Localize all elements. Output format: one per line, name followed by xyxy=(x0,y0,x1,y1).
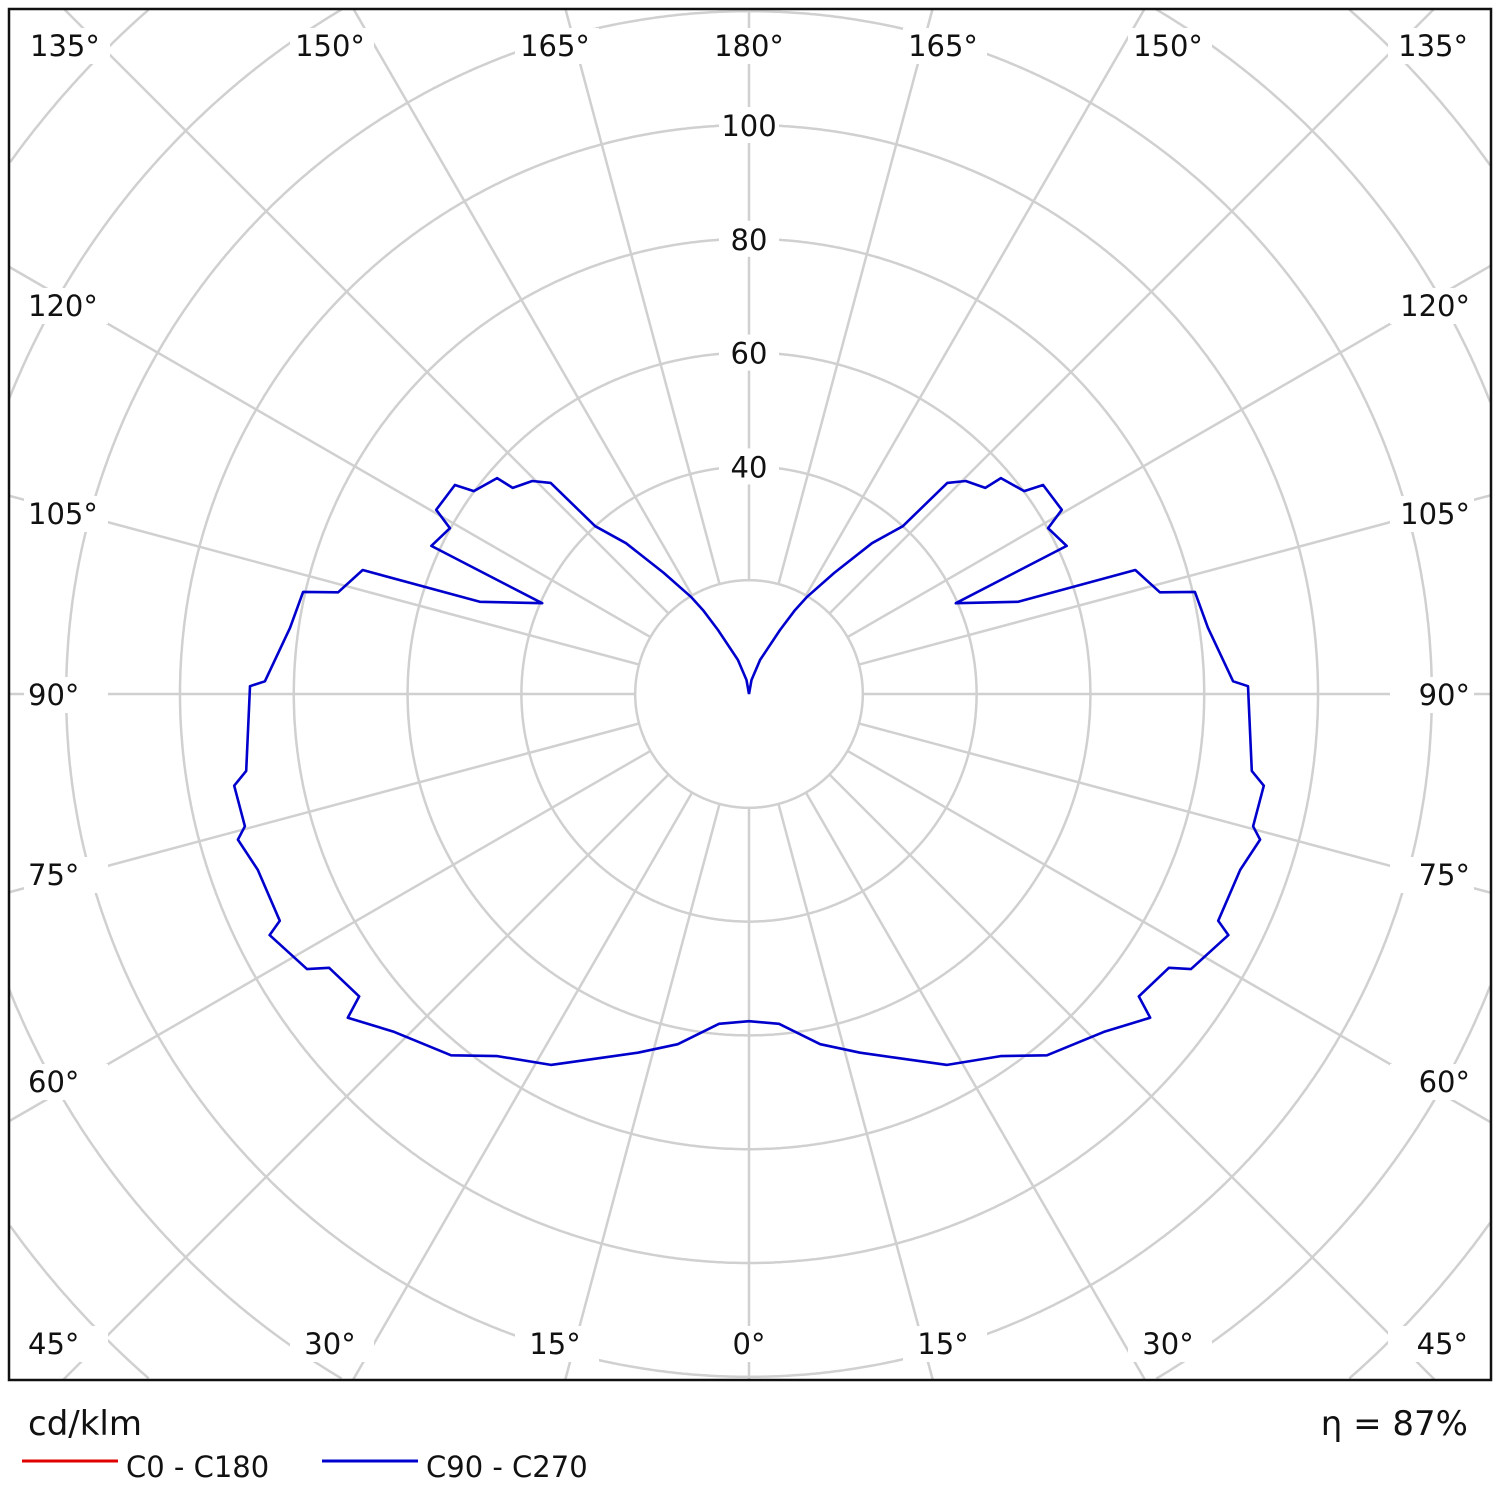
angle-label: 150° xyxy=(1133,29,1203,63)
angle-label-bg xyxy=(903,28,987,64)
angle-label: 30° xyxy=(1142,1327,1193,1361)
angle-label: 30° xyxy=(304,1327,355,1361)
grid-spoke-300 xyxy=(9,749,652,1123)
angle-label-bg xyxy=(1388,1326,1472,1362)
radial-tick-label: 80 xyxy=(731,223,768,257)
grid-spoke-315 xyxy=(62,773,670,1380)
grid-ring-160 xyxy=(9,9,1491,1380)
legend-label-c90-c270: C90 - C270 xyxy=(426,1450,588,1484)
grid-spoke-150 xyxy=(804,9,1146,597)
grid-spoke-345 xyxy=(563,803,721,1380)
angle-label-bg xyxy=(1390,677,1474,713)
angle-label: 135° xyxy=(1398,29,1468,63)
angle-label-bg xyxy=(1390,288,1474,324)
tick-label-bg xyxy=(719,334,779,371)
efficiency-label: η = 87% xyxy=(1321,1404,1468,1444)
grid-spoke-225 xyxy=(63,9,670,615)
grid-spoke-30 xyxy=(804,791,1147,1380)
tick-label-bg xyxy=(719,220,779,257)
angle-label: 105° xyxy=(28,497,98,531)
grid-spoke-165 xyxy=(777,9,934,585)
angle-label: 150° xyxy=(295,29,365,63)
grid-ring-140 xyxy=(9,9,1491,1380)
angle-label-bg xyxy=(709,28,793,64)
angle-label-bg xyxy=(515,28,599,64)
angle-label: 180° xyxy=(714,29,784,63)
angle-label: 60° xyxy=(28,1065,79,1099)
angle-label: 75° xyxy=(28,858,79,892)
angle-label-bg xyxy=(24,1064,108,1100)
angle-label: 90° xyxy=(1419,678,1470,712)
angle-label-bg xyxy=(1388,28,1472,64)
radial-tick-label: 100 xyxy=(721,109,776,143)
angle-label-bg xyxy=(1390,857,1474,893)
angle-label-bg xyxy=(24,288,108,324)
angle-label: 120° xyxy=(28,289,98,323)
radial-tick-label: 60 xyxy=(731,337,768,371)
angle-label: 0° xyxy=(733,1327,766,1361)
angle-label-bg xyxy=(709,1326,793,1362)
grid-spoke-105 xyxy=(858,493,1491,666)
grid-spoke-15 xyxy=(777,803,935,1380)
angle-label: 165° xyxy=(520,29,590,63)
angle-label: 120° xyxy=(1400,289,1470,323)
grid-spoke-75 xyxy=(858,722,1491,895)
tick-label-bg xyxy=(719,107,779,143)
polar-grid xyxy=(9,9,1491,1380)
grid-spoke-330 xyxy=(351,791,694,1380)
angle-label-bg xyxy=(290,1326,374,1362)
unit-label: cd/klm xyxy=(28,1404,142,1444)
angle-label-bg xyxy=(24,1326,108,1362)
grid-spoke-240 xyxy=(9,265,652,639)
plot-frame xyxy=(7,7,1493,1382)
angle-label-bg xyxy=(515,1326,599,1362)
angle-label: 135° xyxy=(30,29,100,63)
angle-label: 15° xyxy=(917,1327,968,1361)
angle-label-bg xyxy=(1390,1064,1474,1100)
grid-spoke-195 xyxy=(564,9,721,585)
angle-label-bg xyxy=(290,28,374,64)
curves xyxy=(232,476,1266,1067)
angle-label: 45° xyxy=(28,1327,79,1361)
angle-label-bg xyxy=(24,677,108,713)
angle-label: 90° xyxy=(28,678,79,712)
radial-tick-labels: 40 60 80 100 xyxy=(719,107,779,485)
angle-label: 60° xyxy=(1419,1065,1470,1099)
angle-label: 45° xyxy=(1417,1327,1468,1361)
legend-label-c0-c180: C0 - C180 xyxy=(126,1450,269,1484)
angle-labels: 135° 150° 165° 180° 165° 150° 135° 120° 105° 90° 7… xyxy=(24,28,1474,1362)
angle-label: 165° xyxy=(908,29,978,63)
angle-label: 105° xyxy=(1400,497,1470,531)
grid-spoke-210 xyxy=(352,9,694,597)
grid-spoke-45 xyxy=(828,773,1436,1380)
angle-label-bg xyxy=(26,28,110,64)
angle-label: 15° xyxy=(529,1327,580,1361)
radial-tick-label: 40 xyxy=(731,450,768,484)
tick-label-bg xyxy=(719,448,779,485)
angle-label-bg xyxy=(1390,496,1474,532)
angle-label-bg xyxy=(1128,28,1212,64)
angle-label: 75° xyxy=(1419,858,1470,892)
grid-spoke-60 xyxy=(846,749,1491,1124)
grid-spoke-285 xyxy=(9,722,640,894)
grid-spoke-135 xyxy=(828,9,1435,615)
angle-label-bg xyxy=(24,496,108,532)
angle-label-bg xyxy=(1128,1326,1212,1362)
grid-spoke-120 xyxy=(846,264,1491,639)
grid-spoke-255 xyxy=(9,494,640,666)
angle-label-bg xyxy=(903,1326,987,1362)
angle-label-bg xyxy=(24,857,108,893)
